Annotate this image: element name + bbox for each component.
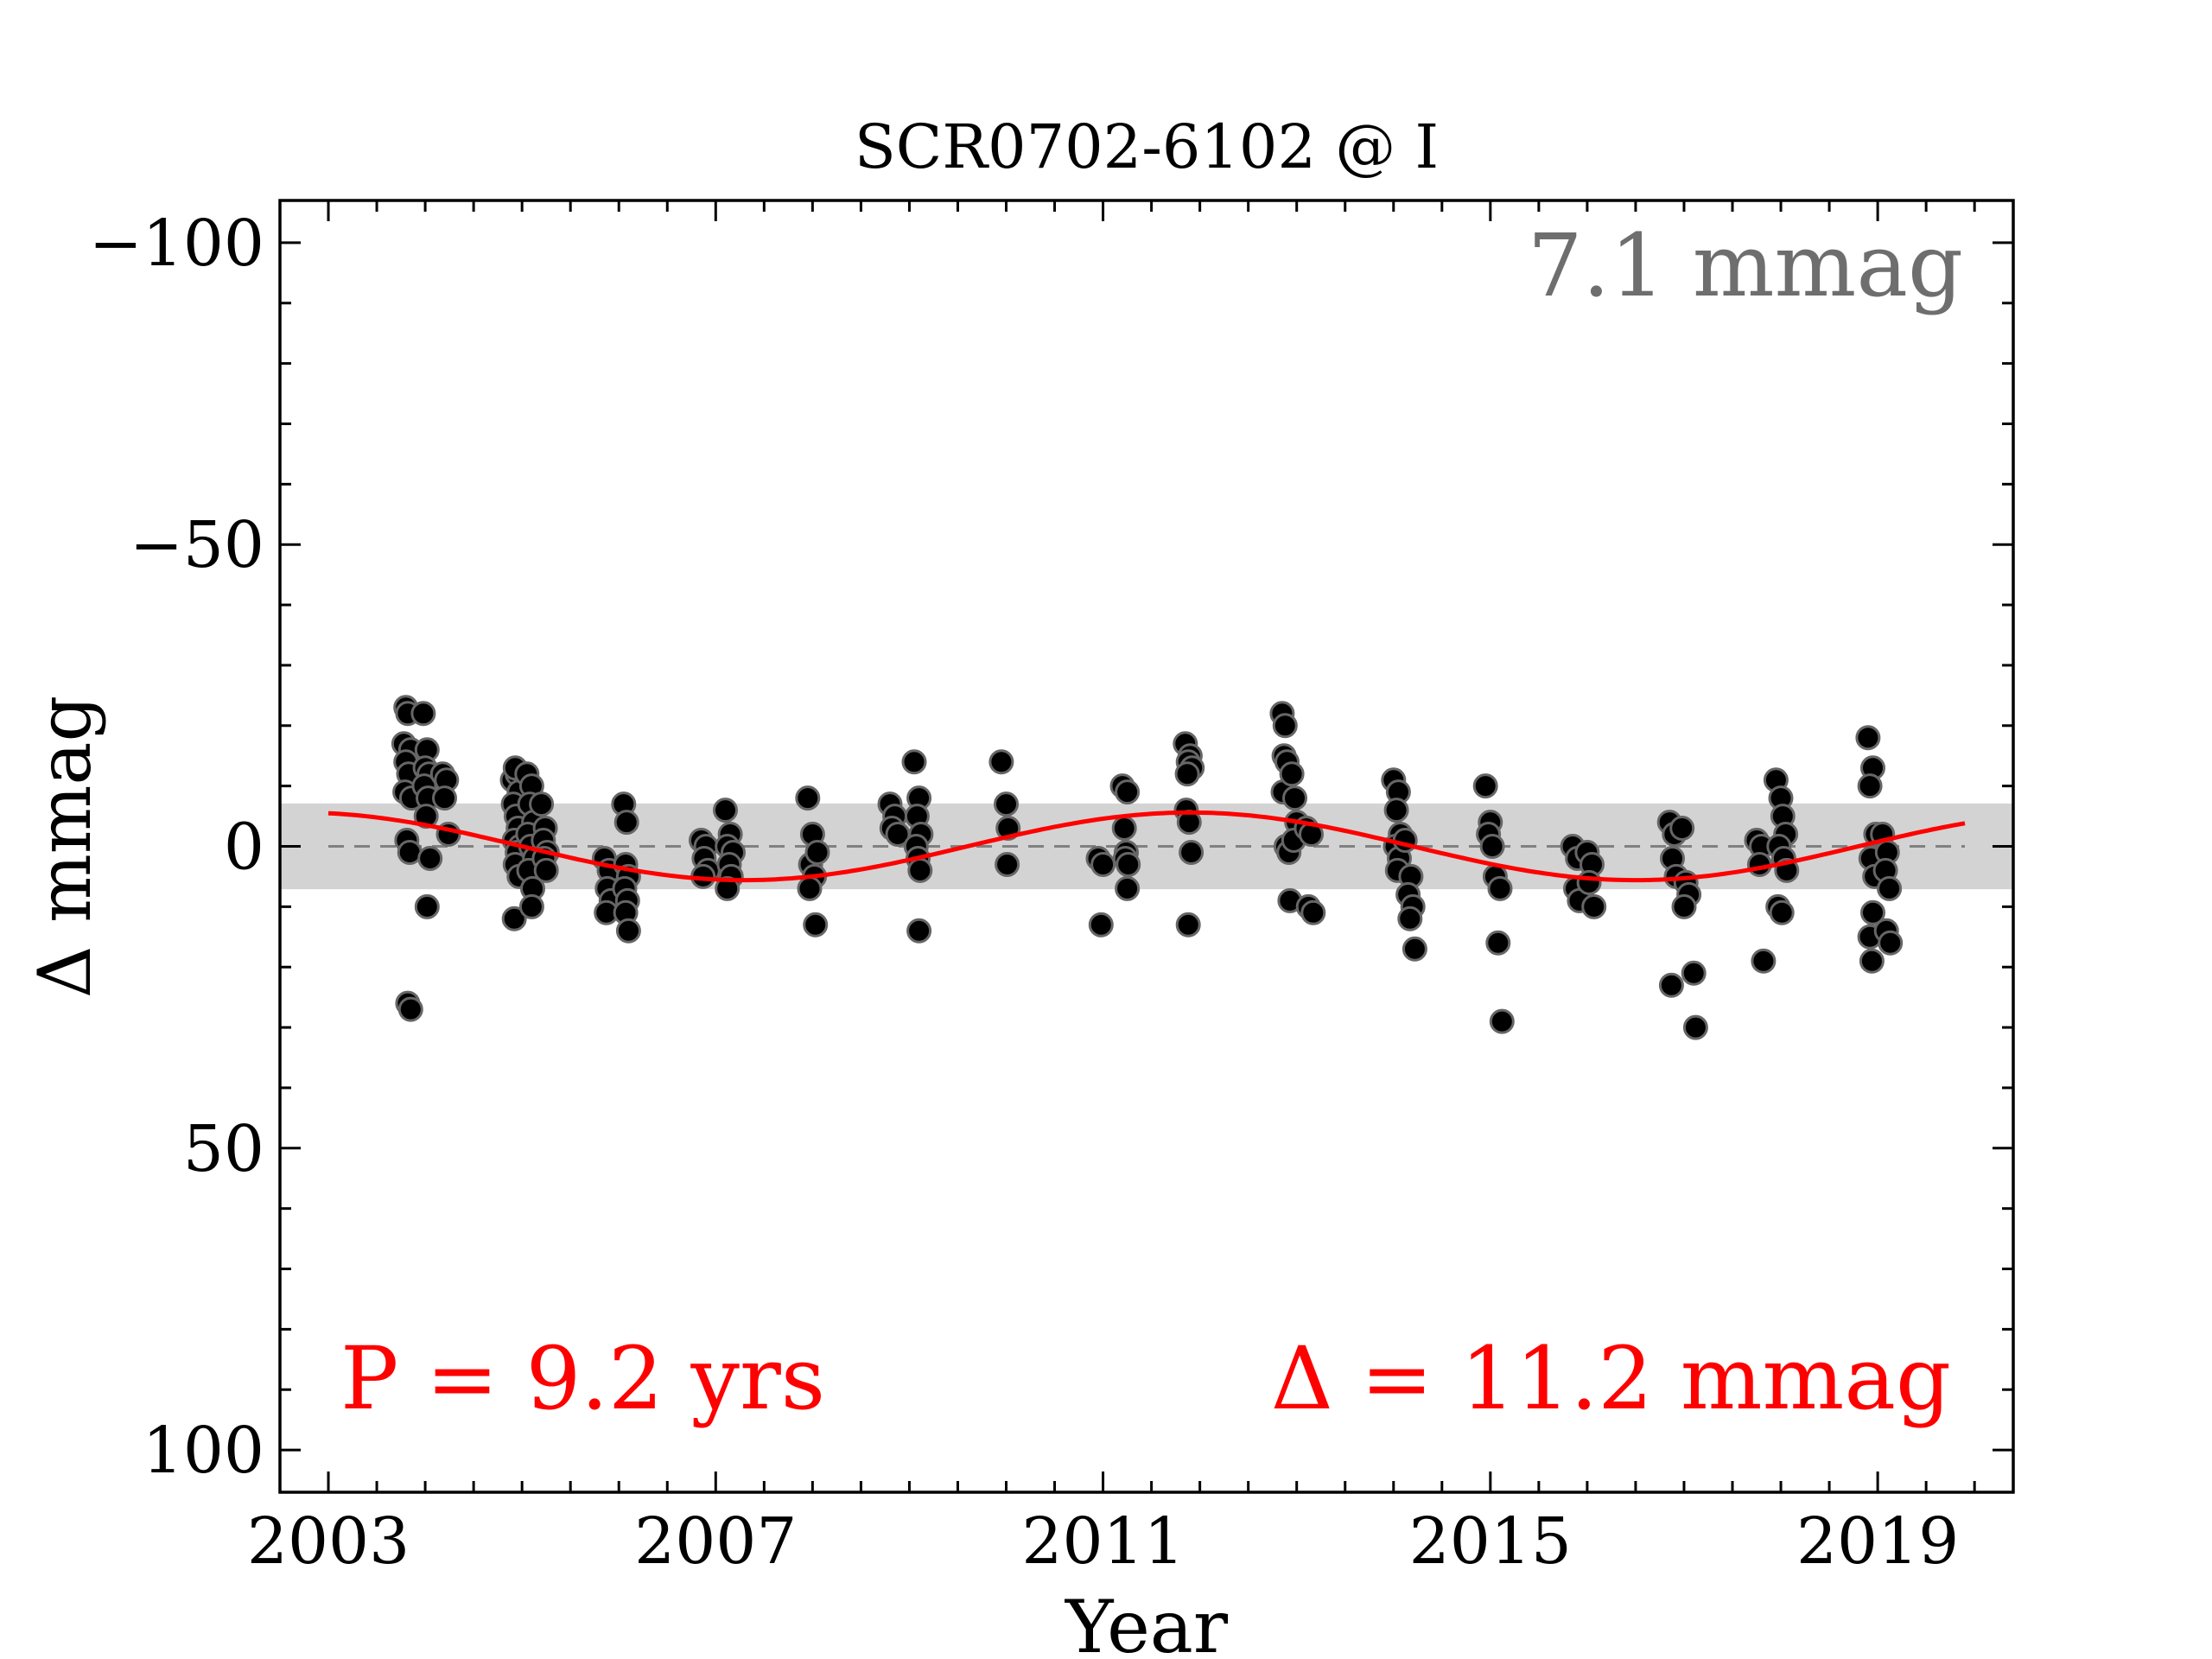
data-point — [1877, 875, 1903, 901]
data-point — [795, 785, 821, 811]
axis-tick-labels: 2003 2007 2011 2015 2019 −100 −50 0 50 100 — [89, 207, 1960, 1579]
data-point — [1472, 773, 1498, 799]
data-point — [1485, 930, 1511, 956]
y-axis-label: Δ mmag — [22, 696, 107, 999]
data-point — [907, 857, 933, 883]
y-tick-label: −50 — [130, 508, 264, 582]
x-tick-label: 2019 — [1796, 1504, 1959, 1579]
data-point — [1179, 840, 1205, 865]
data-point — [1115, 779, 1141, 805]
amplitude-annotation: Δ = 11.2 mmag — [1271, 1328, 1951, 1429]
data-point — [1115, 875, 1141, 901]
data-point — [1581, 893, 1607, 919]
data-point — [1489, 1008, 1515, 1034]
sinusoid-fit-curve — [327, 810, 1966, 883]
chart-title: SCR0702-6102 @ I — [855, 111, 1439, 182]
data-point — [410, 701, 436, 727]
data-point — [1090, 852, 1116, 877]
data-point — [901, 749, 927, 775]
data-point — [803, 912, 829, 938]
data-point — [1116, 852, 1141, 877]
data-point — [1857, 773, 1883, 799]
data-point — [1682, 1014, 1708, 1040]
data-point — [1174, 761, 1200, 787]
data-point — [615, 918, 641, 944]
data-point — [713, 798, 738, 823]
data-point — [1111, 816, 1137, 841]
x-tick-label: 2003 — [247, 1504, 410, 1579]
data-point — [413, 804, 439, 830]
data-point — [1878, 930, 1904, 956]
data-point — [1487, 875, 1513, 901]
data-point — [414, 893, 440, 919]
data-point — [1669, 816, 1695, 841]
data-point — [988, 749, 1014, 775]
y-tick-label: 100 — [143, 1414, 264, 1488]
data-point — [1576, 869, 1602, 895]
data-point — [906, 918, 932, 944]
data-point — [1751, 948, 1777, 974]
y-tick-label: 0 — [224, 810, 264, 885]
data-point — [1860, 899, 1885, 925]
data-point — [1175, 912, 1201, 938]
x-tick-label: 2011 — [1021, 1504, 1184, 1579]
axis-ticks — [278, 200, 2013, 1492]
data-point — [1272, 713, 1298, 739]
data-point — [1402, 936, 1427, 962]
data-point — [1088, 912, 1114, 938]
data-point — [1282, 785, 1307, 811]
data-point — [1859, 948, 1885, 974]
data-point — [1658, 972, 1684, 998]
data-point — [1279, 761, 1305, 787]
data-point — [533, 857, 559, 883]
data-point — [1855, 725, 1881, 751]
data-point — [804, 840, 830, 865]
data-point — [995, 852, 1020, 877]
data-point — [1300, 899, 1326, 925]
data-point — [613, 810, 639, 836]
data-point — [1681, 960, 1707, 986]
data-point — [797, 875, 823, 901]
data-point — [1383, 798, 1409, 823]
fit-layer — [327, 810, 1966, 883]
x-axis-label: Year — [1065, 1585, 1229, 1659]
data-point — [715, 875, 741, 901]
data-point — [397, 996, 423, 1022]
data-point — [1769, 899, 1795, 925]
data-point — [1671, 893, 1697, 919]
data-point — [518, 893, 544, 919]
data-point — [397, 840, 423, 865]
x-tick-label: 2015 — [1409, 1504, 1572, 1579]
period-annotation: P = 9.2 yrs — [340, 1328, 825, 1429]
data-point — [432, 785, 457, 811]
data-point — [1397, 906, 1423, 931]
data-points — [391, 695, 1904, 1040]
data-point — [417, 846, 443, 871]
data-point — [529, 791, 555, 817]
y-tick-label: 50 — [183, 1112, 264, 1186]
y-tick-label: −100 — [89, 207, 264, 281]
x-tick-label: 2007 — [634, 1504, 797, 1579]
data-point — [1479, 834, 1505, 859]
data-point — [994, 791, 1019, 817]
rms-annotation: 7.1 mmag — [1528, 215, 1963, 316]
data-point — [501, 906, 527, 931]
